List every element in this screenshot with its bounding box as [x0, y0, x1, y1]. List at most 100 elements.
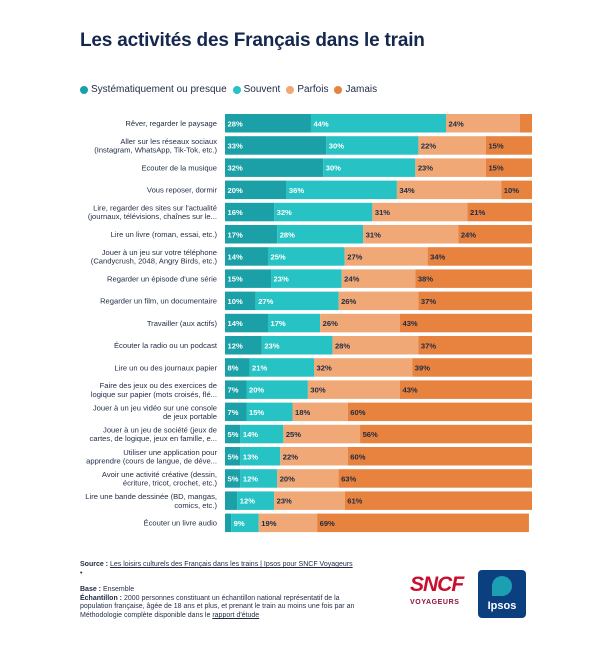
bar-segment-vous-reposer-dormir-souvent — [286, 180, 397, 200]
data-label-travailler-aux-actifs-systematique: 14% — [228, 319, 243, 328]
category-label-regarder-un-film-un-documentaire: Regarder un film, un documentaire — [100, 297, 217, 306]
data-label-regarder-un-film-un-documentaire-parfois: 26% — [341, 297, 356, 306]
bar-segment-utiliser-une-application-pour-souvent — [240, 447, 281, 466]
bar-segment-travailler-aux-actifs-systematique — [225, 313, 268, 333]
bar-segment-vous-reposer-dormir-systematique — [225, 180, 287, 200]
legend-item-jamais: Jamais — [334, 84, 377, 95]
data-label-ecouter-de-la-musique-parfois: 23% — [418, 164, 433, 173]
category-label-jouer-a-un-jeu-video-sur-une-con: Jouer à un jeu vidéo sur une console de j… — [93, 403, 217, 421]
data-label-utiliser-une-application-pour-systematique: 5% — [228, 452, 239, 461]
data-label-vous-reposer-dormir-systematique: 20% — [228, 186, 243, 195]
legend-swatch-jamais — [334, 85, 343, 94]
bar-segment-jouer-a-un-jeu-video-sur-une-con-jamais — [347, 402, 532, 422]
bar-segment-aller-sur-les-reseaux-sociaux-jamais — [485, 136, 532, 155]
bar-segment-avoir-une-activite-creative-dess-parfois — [277, 469, 339, 488]
data-label-jouer-a-un-jeu-de-societe-jeux-d-souvent: 14% — [243, 430, 258, 439]
data-label-regarder-un-film-un-documentaire-systematique: 10% — [228, 297, 243, 306]
bar-segment-lire-un-ou-des-journaux-papier-souvent — [249, 358, 315, 377]
data-label-lire-un-livre-roman-essai-etc-parfois: 31% — [366, 230, 381, 239]
data-label-ecouter-de-la-musique-jamais: 15% — [488, 164, 503, 173]
data-label-utiliser-une-application-pour-souvent: 13% — [243, 452, 258, 461]
source-footer: Source : Les loisirs culturels des Franç… — [80, 561, 370, 621]
bar-segment-jouer-a-un-jeu-video-sur-une-con-systematique — [225, 402, 247, 422]
data-label-utiliser-une-application-pour-parfois: 22% — [283, 452, 298, 461]
data-label-lire-une-bande-dessinee-bd-manga-parfois: 23% — [277, 497, 292, 506]
data-label-rever-regarder-le-paysage-parfois: 24% — [449, 119, 464, 128]
data-label-jouer-a-un-jeu-video-sur-une-con-systematique: 7% — [228, 408, 239, 417]
data-label-ecouter-un-livre-audio-jamais: 69% — [320, 519, 335, 528]
bar-segment-ecouter-un-livre-audio-souvent — [231, 513, 259, 533]
data-label-ecouter-la-radio-ou-un-podcast-jamais: 37% — [421, 341, 436, 350]
bar-segment-regarder-un-episode-d-une-serie-souvent — [271, 269, 342, 288]
data-label-lire-regarder-des-sites-sur-l-ac-parfois: 31% — [375, 208, 390, 217]
bar-segment-ecouter-un-livre-audio-jamais — [317, 513, 529, 533]
bar-segment-vous-reposer-dormir-jamais — [501, 180, 532, 200]
data-label-regarder-un-episode-d-une-serie-systematique: 15% — [228, 275, 243, 284]
bar-segment-travailler-aux-actifs-souvent — [267, 313, 321, 333]
legend-swatch-souvent — [232, 85, 241, 94]
category-label-avoir-une-activite-creative-dess: Avoir une activité créative (dessin, écri… — [102, 470, 218, 488]
legend-item-systematique: Systématiquement ou presque — [80, 84, 227, 95]
bar-segment-regarder-un-film-un-documentaire-souvent — [255, 291, 339, 311]
bar-segment-lire-un-livre-roman-essai-etc-parfois — [363, 225, 459, 244]
bar-segment-ecouter-de-la-musique-jamais — [485, 158, 532, 177]
data-label-rever-regarder-le-paysage-systematique: 28% — [228, 119, 243, 128]
category-label-jouer-a-un-jeu-de-societe-jeux-d: Jouer à un jeu de société (jeux de cartes… — [90, 426, 217, 444]
data-label-jouer-a-un-jeu-sur-votre-telepho-jamais: 34% — [430, 252, 445, 261]
methodo-text: Méthodologie complète disponible dans le — [80, 611, 211, 619]
bar-segment-jouer-a-un-jeu-de-societe-jeux-d-jamais — [360, 424, 532, 444]
category-label-lire-regarder-des-sites-sur-l-ac: Lire, regarder des sites sur l'actualité… — [88, 204, 217, 222]
echantillon-line: Échantillon : 2000 personnes constituant… — [80, 595, 370, 612]
data-label-travailler-aux-actifs-parfois: 26% — [323, 319, 338, 328]
data-label-faire-des-jeux-ou-des-exercices--systematique: 7% — [228, 386, 239, 395]
data-label-jouer-a-un-jeu-de-societe-jeux-d-jamais: 56% — [363, 430, 378, 439]
data-label-jouer-a-un-jeu-sur-votre-telepho-parfois: 27% — [347, 252, 362, 261]
data-label-regarder-un-episode-d-une-serie-jamais: 38% — [418, 275, 433, 284]
bar-segment-lire-regarder-des-sites-sur-l-ac-jamais — [467, 202, 532, 222]
bar-segment-regarder-un-film-un-documentaire-systematique — [225, 291, 256, 311]
category-label-lire-une-bande-dessinee-bd-manga: Lire une bande dessinée (BD, mangas, comi… — [85, 492, 217, 510]
bar-segment-regarder-un-film-un-documentaire-jamais — [418, 291, 532, 311]
bar-segment-faire-des-jeux-ou-des-exercices--jamais — [399, 380, 532, 399]
legend-swatch-systematique — [80, 85, 88, 94]
bar-segment-lire-un-livre-roman-essai-etc-souvent — [277, 225, 364, 244]
sncf-logo-text: SNCF — [410, 573, 464, 596]
data-label-avoir-une-activite-creative-dess-systematique: 5% — [228, 474, 239, 483]
bar-segment-lire-regarder-des-sites-sur-l-ac-souvent — [274, 202, 373, 222]
bar-segment-rever-regarder-le-paysage-jamais — [519, 114, 532, 133]
methodo-link[interactable]: rapport d'étude — [212, 611, 260, 619]
source-link[interactable]: Les loisirs culturels des Français dans … — [109, 561, 353, 568]
data-label-lire-un-livre-roman-essai-etc-jamais: 24% — [461, 230, 476, 239]
echantillon-label: Échantillon : — [80, 594, 122, 602]
bar-segment-ecouter-un-livre-audio-systematique — [225, 513, 232, 533]
data-label-ecouter-la-radio-ou-un-podcast-systematique: 12% — [228, 341, 243, 350]
data-label-aller-sur-les-reseaux-sociaux-parfois: 22% — [421, 141, 436, 150]
data-label-ecouter-un-livre-audio-souvent: 9% — [234, 519, 245, 528]
data-label-travailler-aux-actifs-jamais: 43% — [402, 319, 417, 328]
data-label-faire-des-jeux-ou-des-exercices--parfois: 30% — [310, 386, 325, 395]
data-label-aller-sur-les-reseaux-sociaux-souvent: 30% — [329, 141, 344, 150]
category-label-jouer-a-un-jeu-sur-votre-telepho: Jouer à un jeu sur votre téléphone (Candy… — [91, 248, 218, 266]
bar-segment-faire-des-jeux-ou-des-exercices--souvent — [246, 380, 308, 399]
base-line: Base : Ensemble — [80, 586, 370, 595]
bar-segment-lire-regarder-des-sites-sur-l-ac-systematique — [225, 202, 275, 222]
bar-segment-jouer-a-un-jeu-sur-votre-telepho-systematique — [225, 247, 268, 266]
data-label-vous-reposer-dormir-souvent: 36% — [289, 186, 304, 195]
data-label-lire-regarder-des-sites-sur-l-ac-jamais: 21% — [470, 208, 485, 217]
bar-segment-avoir-une-activite-creative-dess-souvent — [240, 469, 278, 488]
bar-segment-jouer-a-un-jeu-sur-votre-telepho-souvent — [267, 247, 345, 266]
data-label-regarder-un-episode-d-une-serie-parfois: 24% — [344, 275, 359, 284]
bar-segment-lire-un-ou-des-journaux-papier-jamais — [412, 358, 532, 377]
data-label-jouer-a-un-jeu-video-sur-une-con-jamais: 60% — [350, 408, 365, 417]
bar-segment-jouer-a-un-jeu-de-societe-jeux-d-souvent — [240, 424, 284, 444]
category-label-faire-des-jeux-ou-des-exercices-: Faire des jeux ou des exercices de logiqu… — [91, 381, 217, 399]
bar-segment-aller-sur-les-reseaux-sociaux-systematique — [225, 136, 327, 155]
data-label-utiliser-une-application-pour-jamais: 60% — [350, 452, 365, 461]
source-line: Source : Les loisirs culturels des Franç… — [80, 561, 370, 570]
category-label-lire-un-livre-roman-essai-etc: Lire un livre (roman, essai, etc.) — [111, 230, 218, 239]
data-label-avoir-une-activite-creative-dess-jamais: 63% — [341, 474, 356, 483]
data-label-lire-regarder-des-sites-sur-l-ac-systematique: 16% — [228, 208, 243, 217]
bar-segment-lire-une-bande-dessinee-bd-manga-souvent — [237, 491, 275, 510]
data-label-aller-sur-les-reseaux-sociaux-jamais: 15% — [488, 141, 503, 150]
